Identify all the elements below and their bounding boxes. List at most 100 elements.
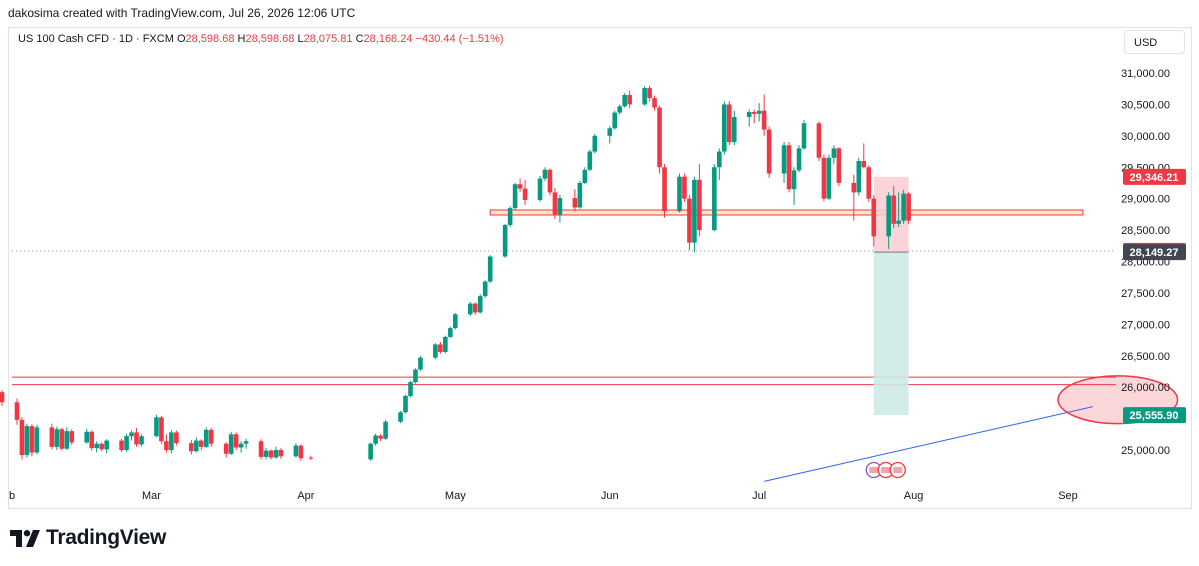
apr-jul-candle <box>512 182 518 210</box>
currency-button[interactable]: USD <box>1124 30 1185 54</box>
feb-mar-candle <box>164 434 169 453</box>
feb-mar-candle <box>64 427 70 450</box>
feb-mar-candle <box>233 432 239 450</box>
candle-body <box>124 436 129 450</box>
candle-body <box>34 427 40 453</box>
candle-body <box>258 441 264 457</box>
feb-mar-candle <box>174 430 179 446</box>
feb-mar-candle <box>94 441 99 453</box>
event-flag-icon <box>869 467 879 473</box>
candle-body <box>836 148 842 183</box>
feb-mar-candle <box>243 438 249 449</box>
apr-jul-candle <box>831 145 837 165</box>
y-tick-label: 27,000.00 <box>1121 319 1170 331</box>
apr-jul-candle <box>383 419 388 440</box>
candle-body <box>208 429 214 444</box>
apr-jul-candle <box>502 223 508 258</box>
apr-jul-candle <box>582 167 588 185</box>
apr-jul-candle <box>438 341 443 354</box>
candle-body <box>726 104 732 143</box>
apr-jul-candle <box>482 280 488 298</box>
apr-jul-candle <box>901 189 906 224</box>
candle-body <box>572 198 578 208</box>
feb-mar-candle <box>268 449 274 460</box>
candle-body <box>871 198 877 237</box>
apr-jul-candle <box>801 120 807 150</box>
candle-body <box>29 426 35 453</box>
feb-mar-candle <box>203 427 209 449</box>
apr-jul-candle <box>413 368 418 384</box>
candle-body <box>69 431 75 443</box>
feb-mar-candle <box>24 423 30 458</box>
candle-body <box>89 431 94 449</box>
change-value: −430.44 (−1.51%) <box>415 33 504 45</box>
apr-jul-candle <box>781 142 787 183</box>
apr-jul-candle <box>642 86 647 106</box>
candle-body <box>64 431 70 449</box>
candle-body <box>746 111 752 117</box>
x-tick-label: Apr <box>297 490 314 502</box>
apr-jul-candle <box>472 302 478 315</box>
low-label: L <box>297 33 304 45</box>
apr-jul-candle <box>821 154 827 202</box>
candle-body <box>712 167 717 231</box>
apr-jul-candle <box>751 109 757 124</box>
brand-name: TradingView <box>46 526 167 549</box>
event-flag-icon <box>881 467 891 473</box>
apr-jul-candle <box>443 335 448 354</box>
feb-mar-candle <box>129 430 134 441</box>
candle-body <box>119 440 124 450</box>
x-tick-label: Mar <box>142 490 161 502</box>
apr-jul-candle <box>557 194 563 223</box>
apr-jul-candle <box>517 178 523 192</box>
apr-jul-candle <box>766 126 772 178</box>
candle-body <box>582 169 588 183</box>
candle-body <box>537 178 543 200</box>
candle-body <box>722 104 727 152</box>
candle-body <box>766 129 772 174</box>
candle-body <box>263 450 269 457</box>
candle-body <box>612 112 618 129</box>
apr-jul-candle <box>722 101 727 155</box>
price-badge-label: 25,555.90 <box>1130 410 1179 422</box>
candle-body <box>642 88 647 105</box>
candle-body <box>49 427 55 447</box>
apr-jul-candle <box>836 147 842 187</box>
candle-body <box>139 436 144 445</box>
candle-body <box>298 445 304 459</box>
apr-jul-candle <box>592 133 598 154</box>
candle-body <box>0 392 5 403</box>
low-value: 28,075.81 <box>303 33 353 45</box>
candle-body <box>731 116 737 143</box>
candle-body <box>398 412 403 422</box>
candle-body <box>896 220 901 224</box>
feb-mar-candle <box>194 437 199 453</box>
feb-mar-candle <box>19 417 25 460</box>
candle-body <box>243 441 249 444</box>
apr-jul-candle <box>786 142 792 193</box>
apr-jul-candle <box>607 126 613 144</box>
candle-body <box>233 434 239 448</box>
tradingview-brand[interactable]: TradingView <box>10 526 166 550</box>
candle-body <box>408 382 413 396</box>
candle-body <box>203 429 209 447</box>
trendline <box>764 406 1094 482</box>
apr-jul-candle <box>906 192 911 224</box>
candle-body <box>557 198 563 215</box>
candle-body <box>164 441 169 450</box>
candle-body <box>756 110 762 114</box>
candle-body <box>627 94 632 105</box>
y-tick-label: 27,500.00 <box>1121 288 1170 300</box>
apr-jul-candle <box>537 176 543 202</box>
candle-body <box>697 179 702 231</box>
apr-jul-candle <box>507 206 513 227</box>
candle-body <box>692 179 697 243</box>
candle-body <box>413 369 418 383</box>
apr-jul-candle <box>677 173 682 213</box>
candle-body <box>831 148 837 158</box>
candle-body <box>383 421 388 439</box>
candle-body <box>622 94 627 107</box>
candle-body <box>159 417 164 442</box>
y-tick-label: 25,000.00 <box>1121 445 1170 457</box>
